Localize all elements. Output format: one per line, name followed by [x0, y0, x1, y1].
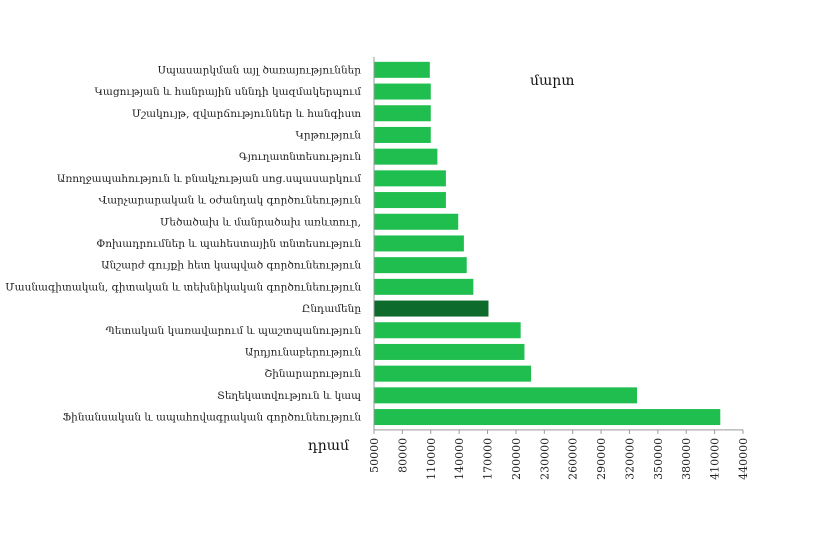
- category-label: Կացության և հանրային սննդի կազմակերպում: [94, 86, 361, 98]
- x-tick-label: 410000: [709, 438, 722, 480]
- x-tick-label: 170000: [482, 438, 495, 480]
- x-tick-label: 230000: [538, 438, 551, 480]
- x-tick-label: 260000: [567, 438, 580, 480]
- category-label: Մեծածախ և մանրածախ առևտուր,: [160, 216, 361, 228]
- bar: [374, 278, 474, 295]
- bar: [374, 365, 532, 382]
- x-tick-label: 440000: [737, 438, 750, 480]
- category-labels: Սպասարկման այլ ծառայություններ Կացության …: [5, 64, 361, 423]
- category-label: Վարչարարական և օժանդակ գործունեություն: [99, 195, 362, 207]
- bar: [374, 105, 431, 122]
- x-tick-label: 140000: [453, 438, 466, 480]
- chart-annotation: մարտ: [530, 73, 574, 89]
- bar: [374, 61, 430, 78]
- category-label: Տեղեկատվություն և կապ: [217, 390, 361, 402]
- bar: [374, 300, 489, 317]
- x-tick-label: 320000: [623, 438, 636, 480]
- x-axis-unit-label: դրամ: [308, 438, 350, 454]
- x-tick-label: 350000: [652, 438, 665, 480]
- bar: [374, 257, 467, 274]
- bar: [374, 192, 446, 209]
- bar: [374, 83, 431, 100]
- category-label: Սպասարկման այլ ծառայություններ: [158, 64, 362, 76]
- bar: [374, 235, 464, 252]
- x-tick-label: 200000: [510, 438, 523, 480]
- x-tick-label: 290000: [595, 438, 608, 480]
- x-tick-label: 80000: [396, 438, 409, 473]
- category-label: Առողջապահություն և բնակչության սոց.սպասա…: [57, 173, 361, 185]
- bar: [374, 126, 431, 143]
- category-label: Մասնագիտական, գիտական և տեխնիկական գործո…: [5, 281, 361, 293]
- category-label: Ընդամենը: [302, 303, 361, 315]
- bar: [374, 322, 521, 339]
- bar: [374, 213, 459, 230]
- category-label: Արդյունաբերություն: [245, 346, 362, 358]
- bar: [374, 148, 438, 165]
- category-label: Ֆինանսական և ապահովագրական գործունեությո…: [63, 412, 362, 424]
- category-label: Մշակույթ, զվարճություններ և հանգիստ: [132, 108, 361, 120]
- bar: [374, 343, 525, 360]
- category-label: Գյուղատնտեսություն: [239, 151, 361, 163]
- x-tick-labels: 50000 80000 110000 140000 170000 200000 230000…: [368, 438, 750, 480]
- category-label: Կրթություն: [295, 129, 361, 141]
- x-tick-label: 110000: [425, 438, 438, 480]
- bar: [374, 170, 446, 187]
- bar: [374, 387, 638, 404]
- category-label: Պետական կառավարում և պաշտպանություն: [106, 325, 362, 337]
- x-axis: [373, 57, 744, 434]
- bars: [374, 61, 721, 426]
- x-tick-label: 50000: [368, 438, 381, 473]
- bar: [374, 409, 721, 426]
- category-label: Փոխադրումներ և պահեստային տնտեսություն: [96, 238, 361, 250]
- category-label: Անշարժ գույքի հետ կապված գործունեություն: [101, 260, 361, 272]
- x-tick-label: 380000: [680, 438, 693, 480]
- category-label: Շինարարություն: [264, 368, 361, 380]
